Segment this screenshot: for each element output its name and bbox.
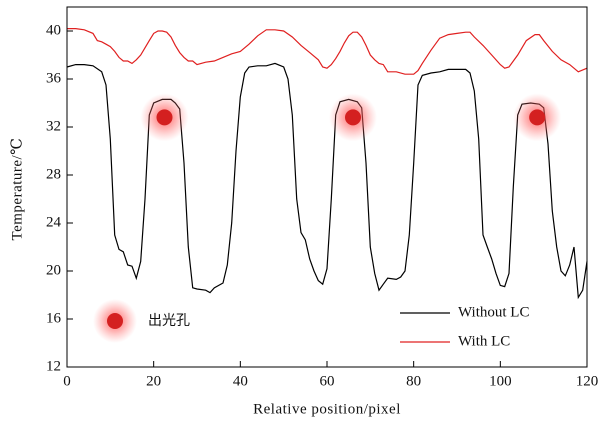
y-tick-label: 28	[46, 166, 61, 182]
data-line	[66, 62, 588, 300]
spot	[529, 109, 546, 126]
legend-spot	[107, 313, 123, 329]
y-tick-label: 40	[46, 22, 61, 38]
x-tick-label: 100	[489, 373, 512, 389]
spot	[345, 109, 361, 126]
y-axis-label: Temperature/℃	[9, 137, 25, 240]
y-tick-label: 20	[46, 262, 61, 278]
y-tick-label: 12	[46, 358, 61, 374]
x-tick-label: 120	[576, 373, 599, 389]
x-tick-label: 20	[146, 373, 161, 389]
legend-label: 出光孔	[148, 313, 190, 329]
y-tick-label: 32	[46, 118, 61, 134]
data-line	[67, 28, 588, 75]
x-tick-label: 40	[233, 373, 248, 389]
plot-frame	[66, 6, 588, 368]
x-tick-label: 80	[406, 373, 421, 389]
x-tick-label: 0	[63, 373, 71, 389]
y-tick-label: 36	[46, 70, 62, 86]
legend-label: With LC	[458, 333, 510, 349]
x-tick-label: 60	[320, 373, 335, 389]
legend-label: Without LC	[458, 304, 529, 320]
y-tick-label: 16	[46, 310, 62, 326]
spot	[156, 109, 173, 126]
x-axis-label: Relative position/pixel	[253, 401, 401, 417]
y-tick-label: 24	[46, 214, 62, 230]
